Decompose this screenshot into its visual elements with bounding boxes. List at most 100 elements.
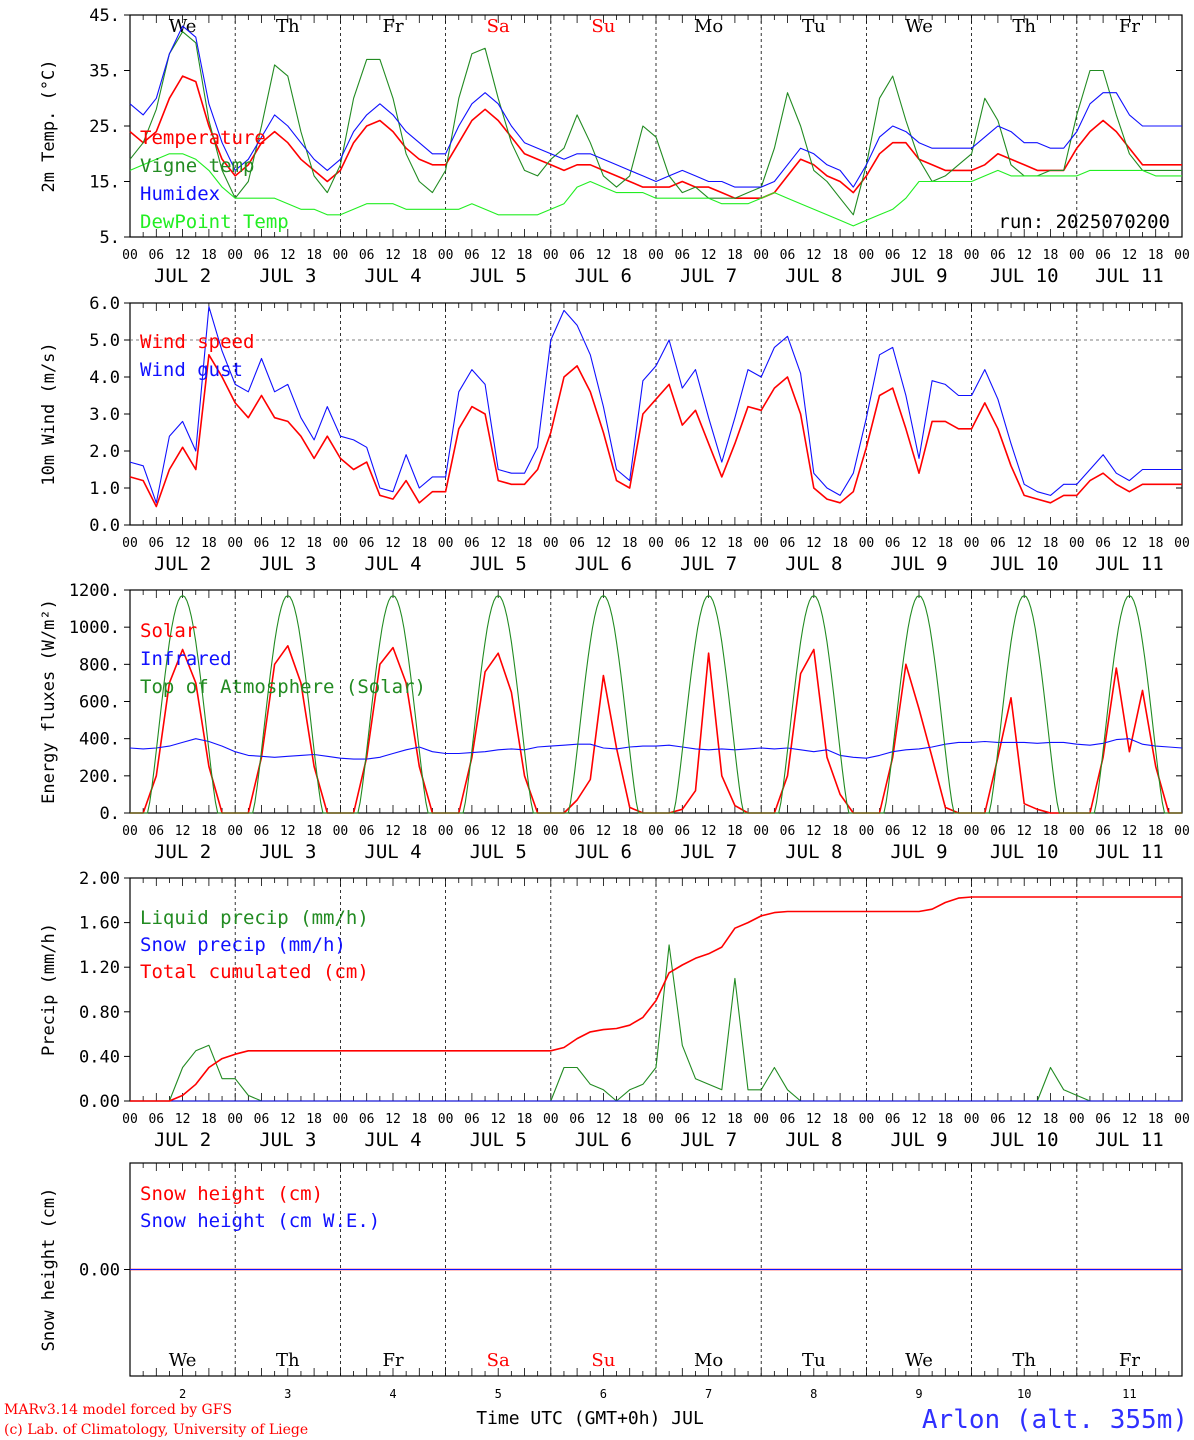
hour-label: 12 [385, 824, 401, 839]
hour-label: 12 [806, 248, 822, 263]
hour-label: 06 [990, 824, 1006, 839]
day-number-label: 7 [705, 1387, 712, 1401]
hour-label: 18 [411, 248, 427, 263]
day-label: JUL 6 [575, 553, 632, 575]
hour-label: 18 [1043, 1112, 1059, 1127]
panel-precip: 0.00 0.40 0.80 1.20 1.60 2.00 Precip (mm/h) 00 0… [39, 869, 1190, 1151]
y-tick-label: 1200. [69, 581, 120, 601]
hour-label: 06 [780, 248, 796, 263]
weekday-label: We [169, 1350, 197, 1371]
hour-label: 00 [964, 536, 980, 551]
y-axis-label: Snow height (cm) [39, 1188, 59, 1352]
plot-frame [129, 589, 1183, 814]
hour-label: 00 [1174, 1112, 1190, 1127]
hour-label: 12 [1016, 536, 1032, 551]
y-tick-label: 0.40 [79, 1047, 120, 1067]
day-label: JUL 10 [990, 1129, 1059, 1151]
hour-label: 00 [1069, 1112, 1085, 1127]
weekday-label: Fr [1119, 16, 1140, 37]
hour-label: 06 [148, 248, 164, 263]
station-label: Arlon (alt. 355m) [922, 1405, 1188, 1435]
hour-label: 12 [911, 1112, 927, 1127]
day-label: JUL 3 [259, 1129, 316, 1151]
y-tick-label: 600. [79, 693, 120, 713]
y-tick-label: 1.60 [79, 914, 120, 934]
hour-label: 18 [1043, 536, 1059, 551]
legend-entry: Total cumulated (cm) [140, 961, 369, 983]
hour-label: 18 [1043, 824, 1059, 839]
hour-label: 00 [753, 1112, 769, 1127]
hour-label: 12 [280, 536, 296, 551]
day-label: JUL 11 [1095, 1129, 1164, 1151]
time-axis-label: Time UTC (GMT+0h) JUL [476, 1408, 704, 1429]
hour-label: 06 [674, 824, 690, 839]
hour-label: 18 [1148, 824, 1164, 839]
hour-label: 00 [648, 1112, 664, 1127]
day-number-label: 4 [389, 1387, 396, 1401]
hour-label: 18 [727, 248, 743, 263]
hour-label: 06 [359, 1112, 375, 1127]
hour-label: 00 [753, 248, 769, 263]
hour-label: 12 [175, 824, 191, 839]
y-tick-label: 2.00 [79, 869, 120, 889]
hour-label: 06 [569, 824, 585, 839]
hour-label: 12 [1122, 248, 1138, 263]
hour-label: 18 [1043, 248, 1059, 263]
hour-label: 06 [148, 824, 164, 839]
hour-label: 12 [1016, 824, 1032, 839]
hour-label: 00 [543, 248, 559, 263]
day-label: JUL 10 [990, 841, 1059, 863]
weekday-label: Tu [802, 1350, 826, 1371]
hour-label: 12 [806, 536, 822, 551]
hour-label: 18 [517, 1112, 533, 1127]
hour-label: 12 [280, 824, 296, 839]
hour-label: 12 [911, 536, 927, 551]
hour-label: 06 [464, 248, 480, 263]
day-label: JUL 5 [470, 553, 527, 575]
hour-label: 12 [280, 248, 296, 263]
series-line-infrared [129, 738, 1183, 760]
hour-label: 06 [464, 1112, 480, 1127]
y-tick-label: 15. [89, 173, 120, 193]
hour-label: 00 [648, 824, 664, 839]
weekday-label: We [905, 16, 933, 37]
hour-label: 12 [385, 248, 401, 263]
series-line-top-of-atmosphere-solar [130, 595, 1182, 814]
y-tick-label: 2.0 [89, 442, 120, 462]
y-tick-label: 400. [79, 730, 120, 750]
hour-label: 00 [543, 536, 559, 551]
y-tick-label: 800. [79, 655, 120, 675]
hour-label: 12 [596, 248, 612, 263]
hour-label: 18 [727, 1112, 743, 1127]
hour-label: 12 [1016, 248, 1032, 263]
y-tick-label: 0.0 [89, 516, 120, 536]
hour-label: 12 [280, 1112, 296, 1127]
hour-label: 18 [306, 824, 322, 839]
day-label: JUL 2 [154, 841, 211, 863]
hour-label: 00 [1174, 248, 1190, 263]
day-label: JUL 7 [680, 841, 737, 863]
hour-label: 00 [438, 1112, 454, 1127]
hour-label: 00 [438, 824, 454, 839]
hour-label: 06 [1095, 824, 1111, 839]
day-number-label: 6 [600, 1387, 607, 1401]
hour-label: 18 [306, 536, 322, 551]
hour-label: 18 [201, 824, 217, 839]
hour-label: 06 [254, 248, 270, 263]
day-label: JUL 3 [259, 553, 316, 575]
hour-label: 00 [543, 824, 559, 839]
hour-label: 12 [1122, 824, 1138, 839]
hour-label: 06 [1095, 248, 1111, 263]
hour-label: 06 [674, 1112, 690, 1127]
weekday-label: Th [1012, 1350, 1036, 1371]
weekday-label: Fr [382, 16, 403, 37]
hour-label: 18 [411, 536, 427, 551]
hour-label: 18 [1148, 1112, 1164, 1127]
weekday-label: Fr [1119, 1350, 1140, 1371]
hour-label: 06 [780, 1112, 796, 1127]
y-tick-label: 0.80 [79, 1003, 120, 1023]
day-label: JUL 9 [890, 265, 947, 287]
hour-label: 18 [622, 536, 638, 551]
hour-label: 12 [701, 248, 717, 263]
